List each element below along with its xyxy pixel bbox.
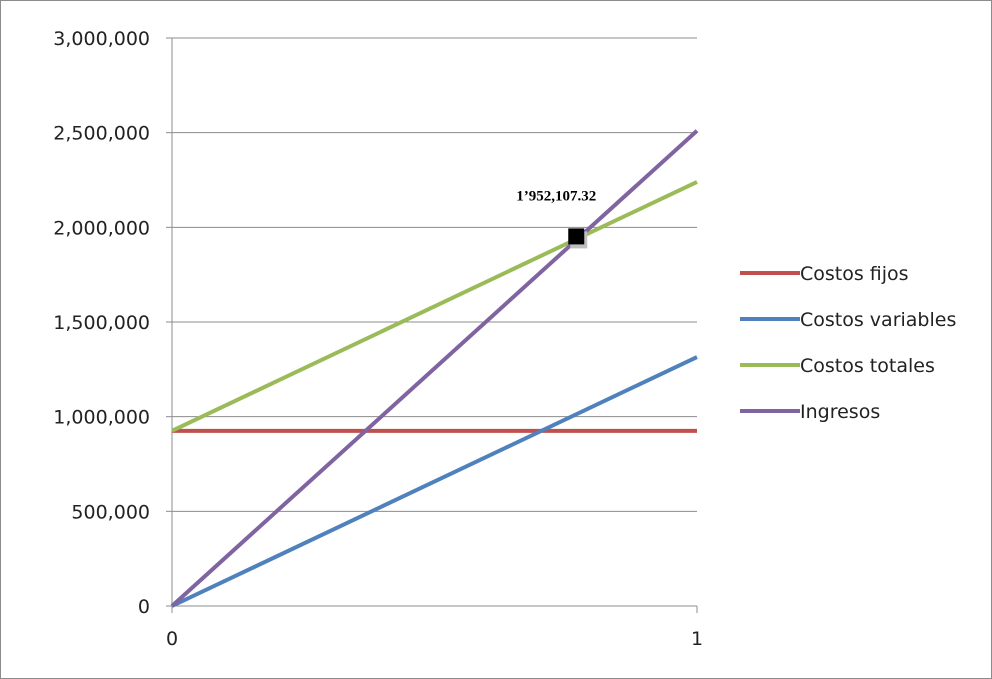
series-line-ingresos	[170, 129, 699, 608]
legend-label-costos-variables: Costos variables	[800, 309, 956, 331]
legend-label-ingresos: Ingresos	[800, 401, 880, 423]
break-even-marker	[568, 228, 585, 245]
y-axis-tick-labels: 0 500,000 1,000,000 1,500,000 2,000,000 2,500…	[53, 28, 150, 618]
y-tick-label: 1,500,000	[53, 312, 150, 334]
x-tick-label: 0	[166, 628, 178, 650]
gridlines	[172, 37, 697, 512]
y-tick-label: 3,000,000	[53, 28, 150, 50]
break-even-label: 1’952,107.32	[516, 188, 596, 204]
axes	[166, 37, 698, 613]
y-tick-label: 1,000,000	[53, 407, 150, 429]
series-lines	[170, 129, 699, 608]
y-tick-label: 0	[138, 596, 150, 618]
x-tick-label: 1	[691, 628, 703, 650]
legend-label-costos-totales: Costos totales	[800, 355, 935, 377]
legend-label-costos-fijos: Costos fijos	[800, 263, 909, 285]
series-line-costos-totales	[171, 180, 698, 433]
annotation-group: 1’952,107.32	[516, 188, 596, 249]
y-tick-label: 2,500,000	[53, 123, 150, 145]
y-tick-label: 500,000	[71, 501, 150, 523]
legend: Costos fijos Costos variables Costos total…	[740, 263, 956, 423]
y-tick-label: 2,000,000	[53, 217, 150, 239]
series-line-costos-variables	[171, 355, 698, 608]
